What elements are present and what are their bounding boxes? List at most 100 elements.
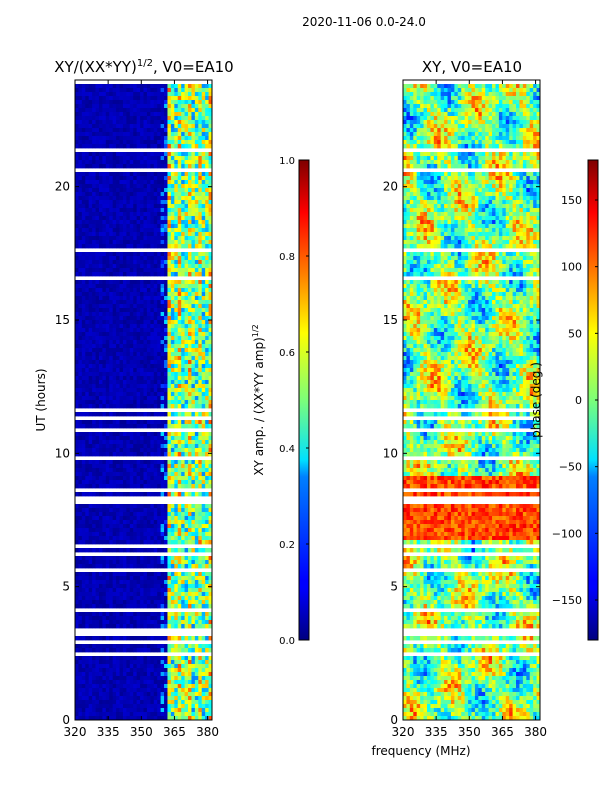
heatmap-cell (129, 272, 134, 277)
heatmap-cell (143, 356, 148, 361)
heatmap-cell (198, 432, 203, 437)
heatmap-cell (174, 352, 179, 357)
heatmap-cell (129, 228, 134, 233)
heatmap-cell (116, 564, 120, 569)
heatmap-cell (194, 180, 199, 185)
heatmap-cell (143, 280, 148, 285)
heatmap-cell (133, 220, 138, 225)
heatmap-cell (208, 412, 213, 417)
heatmap-cell (92, 84, 96, 89)
heatmap-cell (150, 400, 155, 405)
heatmap-cell (170, 564, 175, 569)
heatmap-cell (98, 392, 103, 397)
heatmap-cell (208, 404, 213, 409)
heatmap-cell (150, 204, 155, 209)
heatmap-cell (201, 460, 206, 465)
heatmap-cell (136, 192, 141, 197)
heatmap-cell (146, 220, 151, 225)
heatmap-cell (146, 420, 151, 425)
heatmap-cell (205, 208, 209, 213)
heatmap-cell (177, 476, 182, 481)
heatmap-cell (112, 184, 117, 189)
heatmap-cell (143, 140, 148, 145)
heatmap-cell (75, 164, 79, 169)
heatmap-cell (198, 452, 203, 457)
heatmap-cell (201, 124, 206, 129)
heatmap-cell (75, 84, 79, 89)
heatmap-cell (150, 432, 155, 437)
heatmap-cell (157, 236, 162, 241)
heatmap-cell (194, 84, 199, 89)
heatmap-cell (164, 536, 168, 541)
heatmap-cell (208, 236, 213, 241)
heatmap-cell (102, 88, 107, 93)
heatmap-cell (174, 176, 179, 181)
heatmap-cell (188, 136, 192, 141)
heatmap-cell (208, 176, 213, 181)
heatmap-cell (146, 280, 151, 285)
heatmap-cell (126, 468, 131, 473)
heatmap-cell (170, 320, 175, 325)
heatmap-cell (143, 108, 148, 113)
heatmap-cell (201, 200, 206, 205)
heatmap-cell (98, 320, 103, 325)
heatmap-cell (164, 180, 168, 185)
heatmap-cell (136, 212, 141, 217)
heatmap-cell (88, 508, 93, 513)
heatmap-cell (116, 188, 120, 193)
heatmap-cell (205, 184, 209, 189)
heatmap-cell (198, 284, 203, 289)
heatmap-cell (122, 368, 127, 373)
heatmap-cell (208, 300, 213, 305)
heatmap-cell (122, 204, 127, 209)
heatmap-cell (95, 140, 100, 145)
heatmap-cell (92, 212, 96, 217)
heatmap-cell (102, 108, 107, 113)
heatmap-cell (92, 388, 96, 393)
heatmap-cell (85, 596, 90, 601)
heatmap-cell (157, 596, 162, 601)
heatmap-cell (198, 236, 203, 241)
heatmap-cell (136, 160, 141, 165)
heatmap-cell (191, 320, 196, 325)
heatmap-cell (122, 184, 127, 189)
heatmap-cell (88, 192, 93, 197)
heatmap-cell (102, 180, 107, 185)
heatmap-cell (88, 612, 93, 617)
heatmap-cell (174, 152, 179, 157)
heatmap-cell (181, 380, 185, 385)
heatmap-cell (143, 120, 148, 125)
heatmap-cell (177, 164, 182, 169)
heatmap-cell (177, 360, 182, 365)
heatmap-cell (92, 436, 96, 441)
heatmap-cell (126, 352, 131, 357)
heatmap-cell (102, 304, 107, 309)
heatmap-cell (88, 564, 93, 569)
heatmap-cell (198, 444, 203, 449)
heatmap-cell (201, 560, 206, 565)
heatmap-cell (75, 444, 79, 449)
heatmap-cell (88, 448, 93, 453)
heatmap-cell (85, 508, 90, 513)
heatmap-cell (153, 204, 158, 209)
heatmap-cell (140, 216, 144, 221)
heatmap-cell (146, 268, 151, 273)
heatmap-cell (85, 228, 90, 233)
heatmap-cell (170, 400, 175, 405)
heatmap-cell (208, 356, 213, 361)
heatmap-cell (150, 476, 155, 481)
heatmap-cell (88, 260, 93, 265)
heatmap-cell (181, 400, 185, 405)
heatmap-cell (88, 112, 93, 117)
heatmap-cell (146, 336, 151, 341)
left-title-superscript: 1/2 (137, 58, 153, 69)
heatmap-cell (133, 224, 138, 229)
heatmap-cell (75, 100, 79, 105)
heatmap-cell (174, 564, 179, 569)
heatmap-cell (191, 152, 196, 157)
heatmap-cell (188, 388, 192, 393)
heatmap-cell (184, 108, 189, 113)
heatmap-cell (205, 288, 209, 293)
heatmap-cell (85, 212, 90, 217)
heatmap-cell (98, 204, 103, 209)
